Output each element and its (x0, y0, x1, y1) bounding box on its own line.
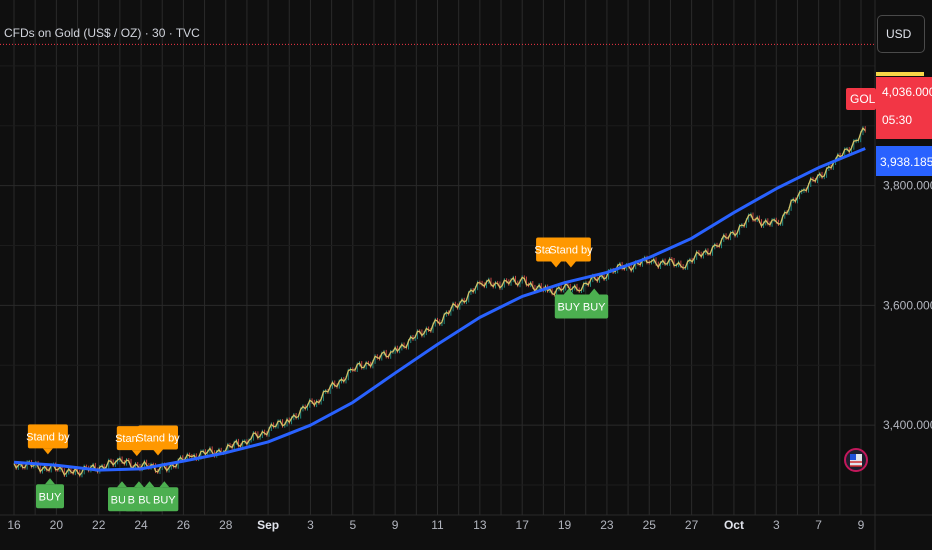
price-series (13, 126, 866, 478)
x-tick-label: 11 (431, 518, 444, 532)
standby-signal-box (550, 237, 591, 262)
x-tick-label: 5 (349, 518, 356, 532)
x-tick-label: 13 (473, 518, 487, 532)
standby-signal: Stand by (549, 237, 593, 268)
buy-signal-box (580, 294, 609, 319)
buy-signal: BUY (150, 481, 179, 512)
current-price-value: 4,036.000 (882, 85, 932, 99)
standby-signal-label: Stand by (549, 244, 593, 256)
x-tick-label: 9 (858, 518, 865, 532)
buy-signal-pointer (116, 481, 127, 488)
standby-signal-pointer (152, 449, 163, 456)
standby-signal-pointer (42, 448, 53, 455)
x-tick-label: 7 (815, 518, 822, 532)
x-tick-label: 24 (134, 518, 148, 532)
standby-signal-box (27, 424, 68, 449)
chart-title: CFDs on Gold (US$ / OZ) · 30 · TVC (4, 26, 200, 40)
standby-signal-box (137, 425, 178, 450)
standby-signal-pointer (551, 261, 562, 268)
x-tick-label: 26 (177, 518, 191, 532)
standby-signal-label: Stand by (26, 431, 70, 443)
countdown-value: 05:30 (882, 113, 912, 127)
y-tick-label: 3,400.000 (883, 418, 932, 432)
x-tick-label: 16 (7, 518, 21, 532)
buy-signal-pointer (589, 288, 600, 295)
standby-signal: Stand by (26, 424, 70, 455)
standby-signal-pointer (131, 450, 142, 457)
y-axis[interactable]: 3,400.000 3,600.000 3,800.000 (883, 179, 932, 433)
x-tick-label: 3 (307, 518, 314, 532)
standby-signal-label: Stand by (136, 433, 180, 445)
x-tick-label: Oct (724, 518, 744, 532)
x-tick-label: 9 (392, 518, 399, 532)
buy-signal: BUY (35, 478, 64, 509)
x-tick-label: 17 (516, 518, 530, 532)
buy-signal-box (554, 294, 583, 319)
x-tick-label: 27 (685, 518, 699, 532)
flag-icon[interactable] (844, 448, 868, 472)
x-tick-label: 19 (558, 518, 572, 532)
scale-marker (876, 72, 924, 76)
buy-signal-label: BUY (153, 494, 176, 506)
buy-signal-box (150, 487, 179, 512)
buy-signal-pointer (44, 478, 55, 485)
buy-signal-box (35, 484, 64, 509)
buy-signal-label: BUY (557, 301, 580, 313)
buy-signal: BUY (580, 288, 609, 319)
y-tick-label: 3,800.000 (883, 179, 932, 193)
standby-signal: Stand by (136, 425, 180, 456)
buy-signal: BUY (554, 288, 583, 319)
buy-signal-pointer (563, 288, 574, 295)
buy-signal-pointer (133, 481, 144, 488)
x-tick-label: 28 (219, 518, 233, 532)
x-tick-label: 20 (50, 518, 64, 532)
buy-signal-label: BUY (39, 491, 62, 503)
buy-signal-label: BUY (583, 301, 606, 313)
buy-signal-pointer (144, 481, 155, 488)
x-tick-label: 22 (92, 518, 106, 532)
currency-button[interactable]: USD (877, 15, 925, 53)
ma-line (13, 147, 866, 472)
price-line (13, 127, 866, 477)
standby-signal-pointer (565, 261, 576, 268)
ma-value-label: 3,938.185 (880, 155, 932, 169)
buy-signal-pointer (159, 481, 170, 488)
y-tick-label: 3,600.000 (883, 298, 932, 312)
x-tick-label: 3 (773, 518, 780, 532)
current-price-tag (876, 77, 932, 139)
x-tick-label: 23 (600, 518, 614, 532)
x-tick-label: Sep (257, 518, 279, 532)
moving-average-series (13, 147, 866, 472)
symbol-tag-label: GOLD (850, 92, 884, 106)
x-axis[interactable]: 16 20 22 24 26 28 Sep 3 5 9 11 13 17 19 23 25 27 Oct 3 7 9 (7, 518, 864, 532)
symbol-tag (846, 88, 876, 110)
x-tick-label: 25 (643, 518, 657, 532)
ma-value-tag (876, 146, 932, 176)
